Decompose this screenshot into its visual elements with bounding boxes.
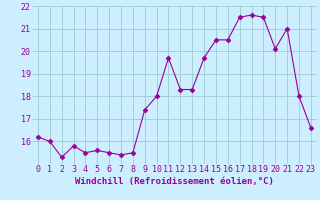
X-axis label: Windchill (Refroidissement éolien,°C): Windchill (Refroidissement éolien,°C) [75,177,274,186]
